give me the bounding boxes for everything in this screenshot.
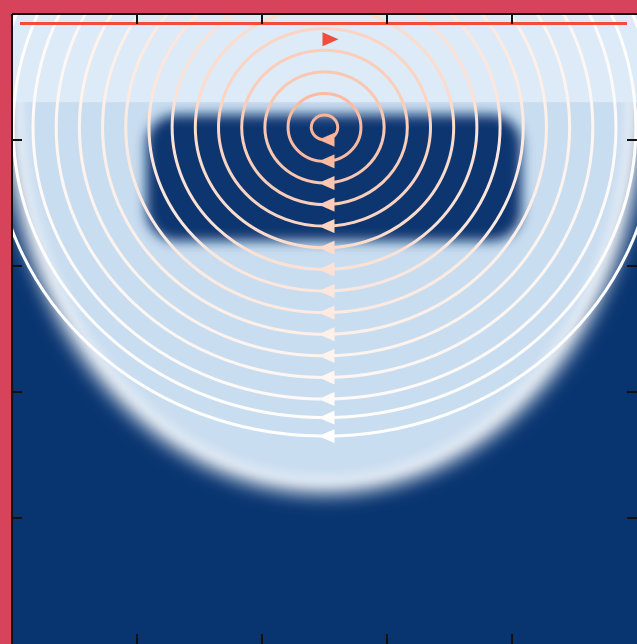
streamline-arrow: [318, 370, 335, 385]
streamline-arrow: [318, 284, 335, 299]
streamline-arrow: [318, 429, 335, 444]
streamline-arrow: [318, 197, 335, 212]
streamline-arrow: [318, 305, 335, 320]
streamline-arrow: [318, 175, 335, 190]
streamline-arrow: [318, 219, 335, 234]
streamline-arrow: [318, 262, 335, 277]
streamline-arrow: [318, 348, 335, 363]
streamline-arrow: [318, 154, 335, 169]
streamline-arrow: [318, 132, 335, 147]
streamline-arrow: [318, 327, 335, 342]
streamline-arrow: [318, 240, 335, 255]
lid-arrow: [322, 32, 339, 47]
streamline-arrow: [318, 392, 335, 407]
streamline-arrow: [318, 410, 335, 425]
axes: [11, 13, 637, 644]
